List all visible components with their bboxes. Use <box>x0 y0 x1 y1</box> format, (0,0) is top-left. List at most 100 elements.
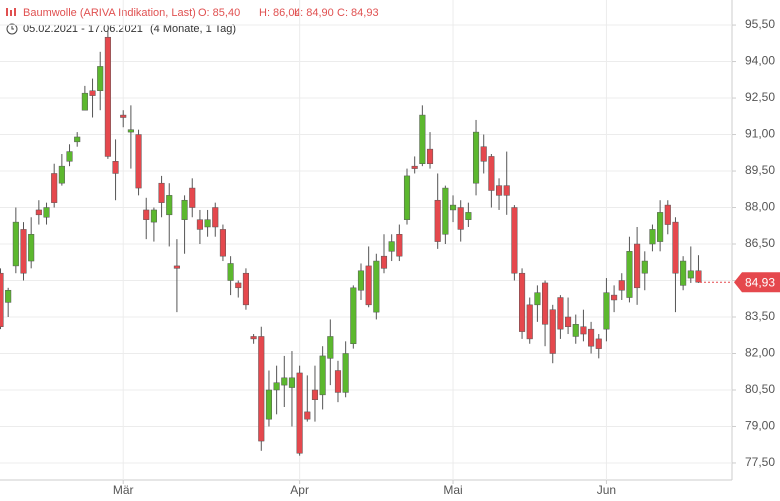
candle-body <box>557 297 564 330</box>
y-tick-label: 83,50 <box>745 309 775 323</box>
candle-body <box>565 316 572 327</box>
x-tick-label: Mär <box>113 483 134 497</box>
close-label: C: 84,93 <box>337 7 379 19</box>
candle-body <box>273 382 280 391</box>
candle-body <box>672 221 679 274</box>
candle-body <box>89 90 96 96</box>
candle-body <box>649 229 656 245</box>
clock-icon <box>6 23 18 35</box>
candle-body <box>588 328 595 347</box>
candle-body <box>143 209 150 220</box>
y-tick-label: 95,50 <box>745 17 775 31</box>
candle-body <box>580 326 587 335</box>
candle-body <box>281 377 288 386</box>
candle-body <box>411 165 418 169</box>
candle-body <box>687 270 694 279</box>
candle-body <box>365 265 372 306</box>
candle-body <box>488 156 495 191</box>
y-tick-label: 86,50 <box>745 236 775 250</box>
candle-body <box>388 241 395 252</box>
candle-body <box>250 336 257 340</box>
candle-body <box>634 243 641 289</box>
candle-body <box>426 148 434 164</box>
high-label: H: 86,04 <box>259 7 301 19</box>
candle-body <box>5 289 12 303</box>
y-tick-label: 92,50 <box>745 90 775 104</box>
icon <box>6 8 8 16</box>
candle-body <box>43 207 50 218</box>
candle-body <box>664 204 671 225</box>
candle-body <box>97 66 104 91</box>
icon <box>14 8 16 16</box>
candle-body <box>626 251 633 298</box>
candle-body <box>603 292 610 330</box>
y-tick-label: 77,50 <box>745 455 775 469</box>
x-tick-label: Mai <box>443 483 462 497</box>
candle-body <box>526 304 533 340</box>
candle-body <box>181 199 188 220</box>
candle-body <box>350 287 357 345</box>
candle-body <box>419 114 426 164</box>
candle-body <box>680 260 687 286</box>
candle-body <box>465 212 472 220</box>
candle-body <box>258 336 265 442</box>
candle-body <box>319 355 326 396</box>
candle-body <box>334 370 342 393</box>
y-tick-label: 94,00 <box>745 54 775 68</box>
y-tick-label: 89,50 <box>745 163 775 177</box>
candle-body <box>511 207 518 274</box>
candle-body <box>20 229 27 274</box>
grid <box>0 0 732 480</box>
candle-body <box>449 204 457 211</box>
header: Baumwolle (ARIVA Indikation, Last) O: 85… <box>6 7 379 35</box>
candle-body <box>572 324 579 337</box>
x-tick-label: Apr <box>290 483 309 497</box>
low-label: L: 84,90 <box>294 7 334 19</box>
candle-body <box>265 389 272 420</box>
candle-body <box>104 36 111 157</box>
candle-body <box>434 199 441 242</box>
candle-body <box>219 229 226 257</box>
candle-body <box>288 377 296 388</box>
candle-body <box>657 212 664 242</box>
candle-body <box>472 131 480 184</box>
candle-body <box>235 282 242 289</box>
candle-body <box>112 161 119 174</box>
candle-body <box>158 182 165 203</box>
candle-body <box>28 234 35 262</box>
candle-body <box>403 175 411 220</box>
candle-body <box>519 272 526 332</box>
candle-body <box>204 219 211 228</box>
date-range: 05.02.2021 - 17.06.2021 <box>23 23 143 35</box>
last-price-label: 84,93 <box>745 275 775 289</box>
candle-body <box>542 282 549 325</box>
candle-body <box>611 294 618 301</box>
candle-body <box>549 309 556 354</box>
y-tick-label: 80,50 <box>745 382 775 396</box>
candle-body <box>304 411 311 420</box>
candle-body <box>74 136 81 143</box>
y-tick-label: 82,00 <box>745 346 775 360</box>
clock-icon <box>11 26 14 30</box>
candle-body <box>595 338 602 349</box>
candle-body <box>695 270 702 283</box>
candle-body <box>0 272 4 327</box>
candle-body <box>58 165 65 184</box>
candle-body <box>442 187 449 235</box>
candle-body <box>227 263 234 281</box>
candle-body <box>327 336 334 359</box>
candle-body <box>189 187 196 208</box>
candle-body <box>534 292 541 306</box>
candle-body <box>357 270 365 291</box>
candle-body <box>496 185 503 196</box>
last-price-badge <box>734 272 780 293</box>
candle-body <box>311 389 319 400</box>
candle-body <box>380 255 388 269</box>
candle-body <box>296 372 303 454</box>
open-label: O: 85,40 <box>198 7 240 19</box>
candle-body <box>480 146 487 162</box>
chart-title: Baumwolle (ARIVA Indikation, Last) <box>23 7 196 19</box>
candle-body <box>342 353 349 393</box>
candle-body <box>35 209 42 216</box>
y-tick-label: 91,00 <box>745 127 775 141</box>
